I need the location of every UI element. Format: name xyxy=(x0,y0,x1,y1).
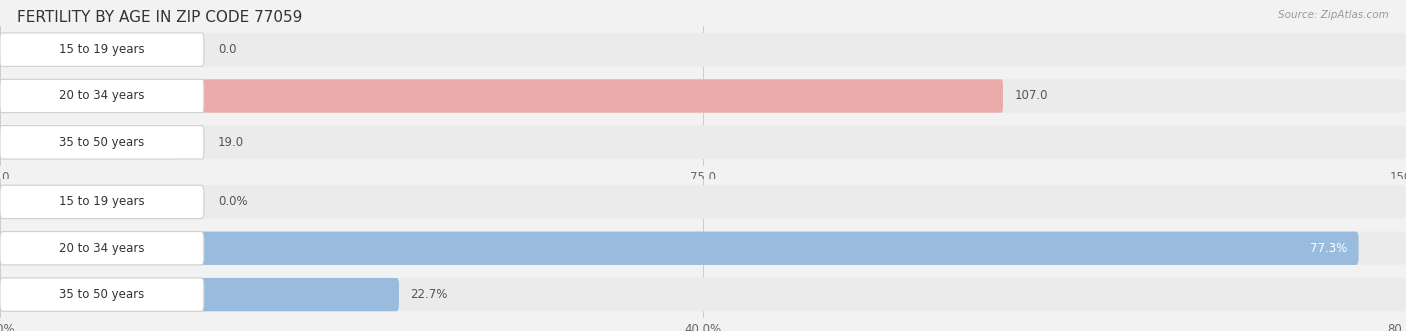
FancyBboxPatch shape xyxy=(0,278,1406,311)
Text: 19.0: 19.0 xyxy=(218,136,245,149)
Text: 0.0: 0.0 xyxy=(218,43,236,56)
Text: 107.0: 107.0 xyxy=(1014,89,1047,103)
Text: 35 to 50 years: 35 to 50 years xyxy=(59,288,145,301)
FancyBboxPatch shape xyxy=(0,232,1406,265)
Text: 15 to 19 years: 15 to 19 years xyxy=(59,195,145,209)
Text: 77.3%: 77.3% xyxy=(1310,242,1347,255)
FancyBboxPatch shape xyxy=(0,232,1358,265)
FancyBboxPatch shape xyxy=(0,185,204,218)
FancyBboxPatch shape xyxy=(0,79,204,113)
FancyBboxPatch shape xyxy=(0,126,204,159)
Text: 20 to 34 years: 20 to 34 years xyxy=(59,242,145,255)
FancyBboxPatch shape xyxy=(0,278,399,311)
Text: 22.7%: 22.7% xyxy=(411,288,447,301)
FancyBboxPatch shape xyxy=(0,126,179,159)
FancyBboxPatch shape xyxy=(0,126,1406,159)
FancyBboxPatch shape xyxy=(0,278,204,311)
Text: 15 to 19 years: 15 to 19 years xyxy=(59,43,145,56)
FancyBboxPatch shape xyxy=(0,185,1406,218)
FancyBboxPatch shape xyxy=(0,79,1002,113)
Text: 35 to 50 years: 35 to 50 years xyxy=(59,136,145,149)
FancyBboxPatch shape xyxy=(0,232,204,265)
FancyBboxPatch shape xyxy=(0,33,204,66)
FancyBboxPatch shape xyxy=(0,33,1406,66)
FancyBboxPatch shape xyxy=(0,79,1406,113)
Text: 20 to 34 years: 20 to 34 years xyxy=(59,89,145,103)
Text: 0.0%: 0.0% xyxy=(218,195,247,209)
Text: FERTILITY BY AGE IN ZIP CODE 77059: FERTILITY BY AGE IN ZIP CODE 77059 xyxy=(17,10,302,25)
Text: Source: ZipAtlas.com: Source: ZipAtlas.com xyxy=(1278,10,1389,20)
